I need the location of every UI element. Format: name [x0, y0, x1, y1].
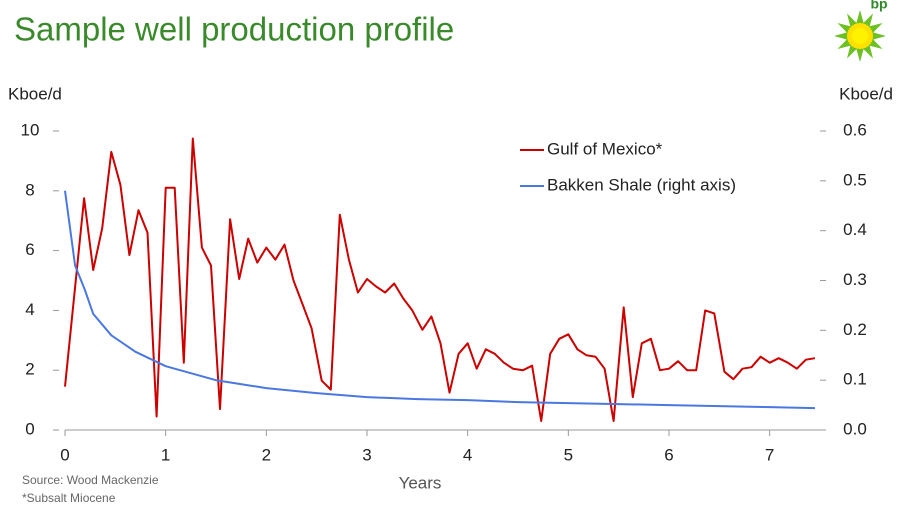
legend-label: Bakken Shale (right axis) [547, 175, 736, 194]
y2-tick-label: 0.3 [843, 270, 867, 289]
x-axis-label: Years [399, 473, 442, 492]
x-tick-label: 3 [362, 445, 371, 464]
y-tick-label: 2 [25, 360, 34, 379]
y2-axis-label: Kboe/d [839, 84, 893, 103]
y-tick-label: 10 [21, 120, 40, 139]
x-tick-label: 7 [765, 445, 774, 464]
y2-tick-label: 0.0 [843, 419, 867, 438]
y2-tick-label: 0.1 [843, 370, 867, 389]
x-tick-label: 2 [262, 445, 271, 464]
y-axis-label: Kboe/d [8, 84, 62, 103]
x-tick-label: 1 [161, 445, 170, 464]
series-line [64, 137, 816, 422]
logo-text: bp [870, 0, 887, 12]
y-tick-label: 0 [25, 419, 34, 438]
series-line [64, 190, 816, 410]
y2-tick-label: 0.6 [843, 120, 867, 139]
plot-area: 0 1 2 3 4 5 6 7 0 2 4 6 8 10 0.0 0.1 0.2 0.3 0.4 0.5 0.6 Gulf… [21, 120, 867, 464]
x-tick-label: 0 [60, 445, 69, 464]
y2-tick-label: 0.2 [843, 320, 867, 339]
x-tick-label: 5 [564, 445, 573, 464]
x-tick-label: 6 [664, 445, 673, 464]
y-tick-label: 6 [25, 240, 34, 259]
legend-label: Gulf of Mexico* [547, 139, 663, 158]
y2-tick-label: 0.4 [843, 220, 867, 239]
x-tick-label: 4 [463, 445, 472, 464]
y-tick-label: 8 [25, 180, 34, 199]
source: Source: Wood Mackenzie [22, 473, 159, 487]
logo [834, 10, 886, 62]
y-tick-label: 4 [25, 300, 34, 319]
y2-tick-label: 0.5 [843, 170, 867, 189]
chart-title: Sample well production profile [14, 11, 454, 48]
note: *Subsalt Miocene [22, 491, 116, 505]
